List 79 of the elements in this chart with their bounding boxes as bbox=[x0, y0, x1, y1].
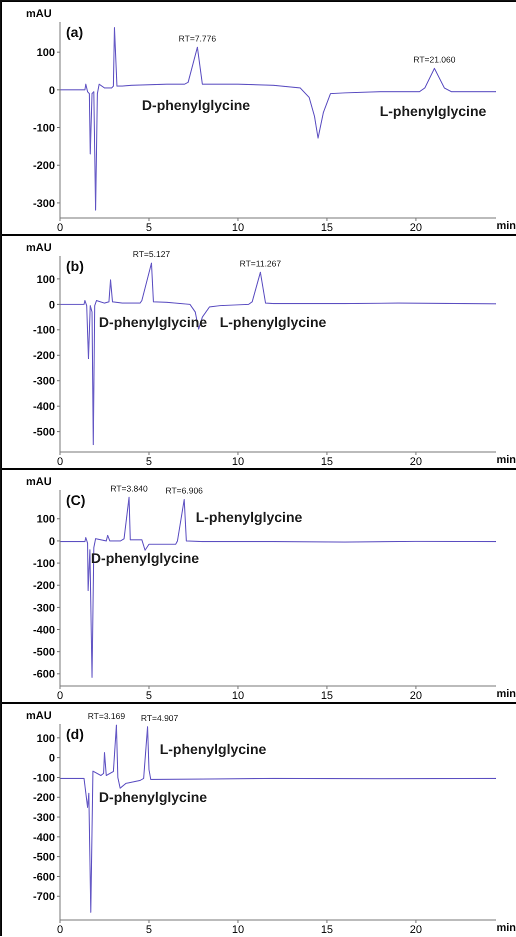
annotation: D-phenylglycine bbox=[142, 97, 250, 113]
y-tick-label: -100 bbox=[32, 324, 55, 337]
y-tick-label: -600 bbox=[32, 871, 55, 884]
y-tick-label: 100 bbox=[36, 47, 55, 60]
y-tick-label: -200 bbox=[32, 350, 55, 362]
annotation: RT=21.060 bbox=[413, 54, 456, 64]
y-tick-label: -300 bbox=[32, 198, 55, 210]
x-tick-label: 10 bbox=[232, 690, 244, 702]
x-tick-label: 20 bbox=[410, 924, 422, 936]
x-tick-label: 10 bbox=[232, 222, 244, 234]
chart-title: (d) bbox=[66, 726, 84, 742]
y-tick-label: -300 bbox=[32, 376, 55, 388]
y-tick-label: 0 bbox=[48, 752, 55, 765]
y-axis-title: mAU bbox=[26, 8, 52, 20]
annotation: RT=6.906 bbox=[166, 486, 204, 496]
y-tick-label: -300 bbox=[32, 602, 55, 614]
x-tick-label: 0 bbox=[56, 222, 64, 234]
annotation: L-phenylglycine bbox=[220, 314, 326, 330]
x-tick-label: 20 bbox=[410, 690, 422, 702]
x-tick-label: 20 bbox=[410, 456, 422, 468]
y-tick-label: -400 bbox=[32, 624, 55, 636]
annotation: L-phenylglycine bbox=[380, 103, 486, 119]
x-tick-label: 5 bbox=[146, 690, 152, 702]
annotation: RT=11.267 bbox=[240, 258, 282, 268]
x-tick-label: 10 bbox=[232, 456, 244, 468]
y-tick-label: 100 bbox=[36, 274, 55, 286]
x-tick-label: 5 bbox=[146, 456, 152, 468]
annotation: L-phenylglycine bbox=[196, 509, 302, 525]
annotation: L-phenylglycine bbox=[160, 741, 266, 757]
x-axis-title: min bbox=[496, 688, 516, 700]
x-tick-label: 0 bbox=[56, 456, 64, 468]
x-tick-label: 5 bbox=[146, 924, 152, 936]
x-tick-label: 5 bbox=[146, 222, 152, 234]
y-tick-label: 0 bbox=[48, 84, 55, 97]
y-tick-label: -400 bbox=[32, 832, 55, 844]
y-tick-label: -600 bbox=[32, 668, 55, 681]
x-axis-title: min bbox=[496, 922, 516, 934]
chart-title: (C) bbox=[66, 492, 86, 508]
y-tick-label: -200 bbox=[32, 580, 55, 592]
annotation: RT=4.907 bbox=[140, 712, 179, 723]
y-axis-title: mAU bbox=[26, 476, 52, 488]
y-tick-label: -500 bbox=[32, 852, 55, 864]
y-tick-label: 100 bbox=[36, 732, 55, 745]
y-tick-label: -100 bbox=[32, 772, 55, 784]
x-tick-label: 0 bbox=[56, 690, 64, 702]
annotation: RT=5.127 bbox=[132, 249, 170, 260]
x-tick-label: 20 bbox=[410, 222, 422, 234]
x-tick-label: 15 bbox=[320, 222, 334, 234]
x-axis-title: min bbox=[496, 454, 516, 466]
y-tick-label: 100 bbox=[36, 514, 55, 526]
y-tick-label: -100 bbox=[32, 122, 55, 134]
y-tick-label: -500 bbox=[32, 426, 55, 439]
y-tick-label: -400 bbox=[32, 401, 55, 414]
chart-title: (b) bbox=[66, 258, 84, 274]
y-tick-label: -100 bbox=[32, 558, 55, 570]
y-tick-label: -200 bbox=[32, 792, 55, 804]
y-axis-title: mAU bbox=[26, 710, 52, 722]
y-tick-label: -700 bbox=[32, 891, 55, 904]
y-tick-label: -500 bbox=[32, 646, 55, 659]
line-series bbox=[60, 27, 496, 211]
annotation: D-phenylglycine bbox=[98, 789, 208, 805]
annotation: RT=3.840 bbox=[110, 483, 148, 494]
annotation: RT=7.776 bbox=[178, 33, 216, 44]
annotation: RT=3.169 bbox=[88, 711, 126, 722]
y-tick-label: 0 bbox=[48, 299, 55, 312]
x-tick-label: 15 bbox=[320, 690, 334, 702]
x-tick-label: 15 bbox=[320, 924, 334, 936]
y-tick-label: 0 bbox=[48, 536, 55, 548]
chart-title: (a) bbox=[66, 24, 84, 40]
line-series bbox=[60, 724, 496, 913]
x-tick-label: 10 bbox=[232, 924, 244, 936]
y-tick-label: -300 bbox=[32, 812, 55, 824]
x-tick-label: 15 bbox=[320, 456, 334, 468]
x-axis-title: min bbox=[496, 220, 516, 232]
line-series bbox=[60, 262, 496, 446]
y-tick-label: -200 bbox=[32, 160, 55, 172]
line-series bbox=[60, 496, 496, 678]
x-tick-label: 0 bbox=[56, 924, 64, 936]
y-axis-title: mAU bbox=[26, 242, 52, 254]
